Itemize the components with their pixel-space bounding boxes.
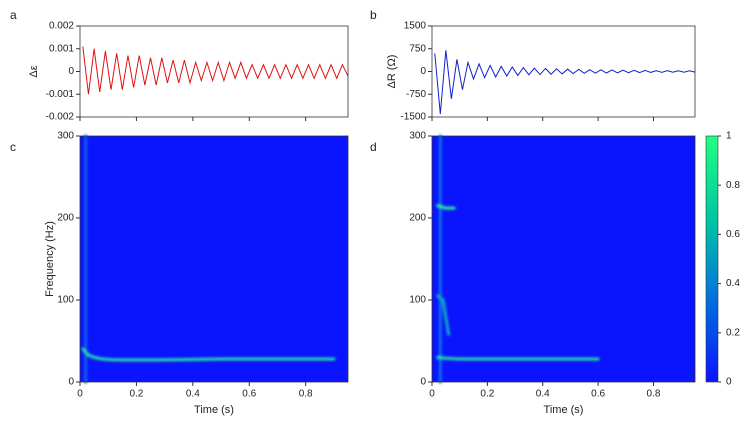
y-tick-label: 750 [409, 43, 426, 54]
y-tick-label: 200 [409, 213, 426, 224]
panel-label: a [10, 8, 17, 22]
x-tick-label: 0.2 [480, 389, 494, 400]
spectral-ridge [436, 355, 600, 361]
colorbar-tick-label: 0.8 [726, 180, 740, 191]
plot-frame [431, 135, 696, 383]
spectral-ridge [81, 347, 336, 362]
y-tick-label: 0 [420, 66, 426, 77]
y-tick-label: 1500 [404, 21, 427, 32]
colorbar-tick-label: 0.6 [726, 229, 740, 240]
x-tick-label: 0 [429, 389, 435, 400]
spectrogram-background [80, 136, 348, 382]
y-tick-label: 300 [57, 131, 74, 142]
signal-line [434, 50, 696, 115]
spectral-ridge [436, 204, 456, 210]
x-tick-label: 0.6 [242, 389, 256, 400]
y-tick-label: 0.001 [49, 43, 74, 54]
ridges [81, 134, 336, 384]
plot-frame [79, 135, 349, 383]
x-tick-label: 0 [77, 389, 83, 400]
y-tick-label: 0 [68, 66, 74, 77]
x-axis-label: Time (s) [544, 404, 584, 416]
y-tick-label: -0.002 [46, 112, 75, 123]
x-tick-label: 0.4 [536, 389, 550, 400]
y-tick-label: 200 [57, 213, 74, 224]
y-axis-label: Frequency (Hz) [44, 221, 56, 297]
x-tick-label: 0.6 [591, 389, 605, 400]
x-tick-label: 0.2 [129, 389, 143, 400]
x-tick-label: 0.8 [299, 389, 313, 400]
y-tick-label: -750 [406, 89, 426, 100]
spectrogram-background [432, 136, 695, 382]
ridges [436, 134, 600, 384]
x-tick-label: 0.8 [647, 389, 661, 400]
y-tick-label: 100 [409, 295, 426, 306]
panel-label: d [370, 140, 377, 154]
signal-line [82, 46, 349, 95]
colorbar-tick-label: 0.2 [726, 327, 740, 338]
colorbar-tick-label: 1 [726, 131, 732, 142]
spectral-ridge [436, 294, 451, 336]
y-axis-label: Δε [28, 65, 40, 77]
y-tick-label: 100 [57, 295, 74, 306]
y-tick-label: 0.002 [49, 21, 74, 32]
y-tick-label: 0 [420, 377, 426, 388]
panel-label: b [370, 8, 377, 22]
y-axis-label: ΔR (Ω) [386, 55, 398, 89]
colorbar [705, 135, 719, 383]
x-axis-label: Time (s) [194, 404, 234, 416]
panel-label: c [10, 140, 16, 154]
plot-frame [79, 25, 349, 118]
y-tick-label: -1500 [400, 112, 426, 123]
y-tick-label: 300 [409, 131, 426, 142]
y-tick-label: -0.001 [46, 89, 75, 100]
colorbar-tick-label: 0.4 [726, 278, 740, 289]
y-tick-label: 0 [68, 377, 74, 388]
colorbar-tick-label: 0 [726, 377, 732, 388]
x-tick-label: 0.4 [186, 389, 200, 400]
